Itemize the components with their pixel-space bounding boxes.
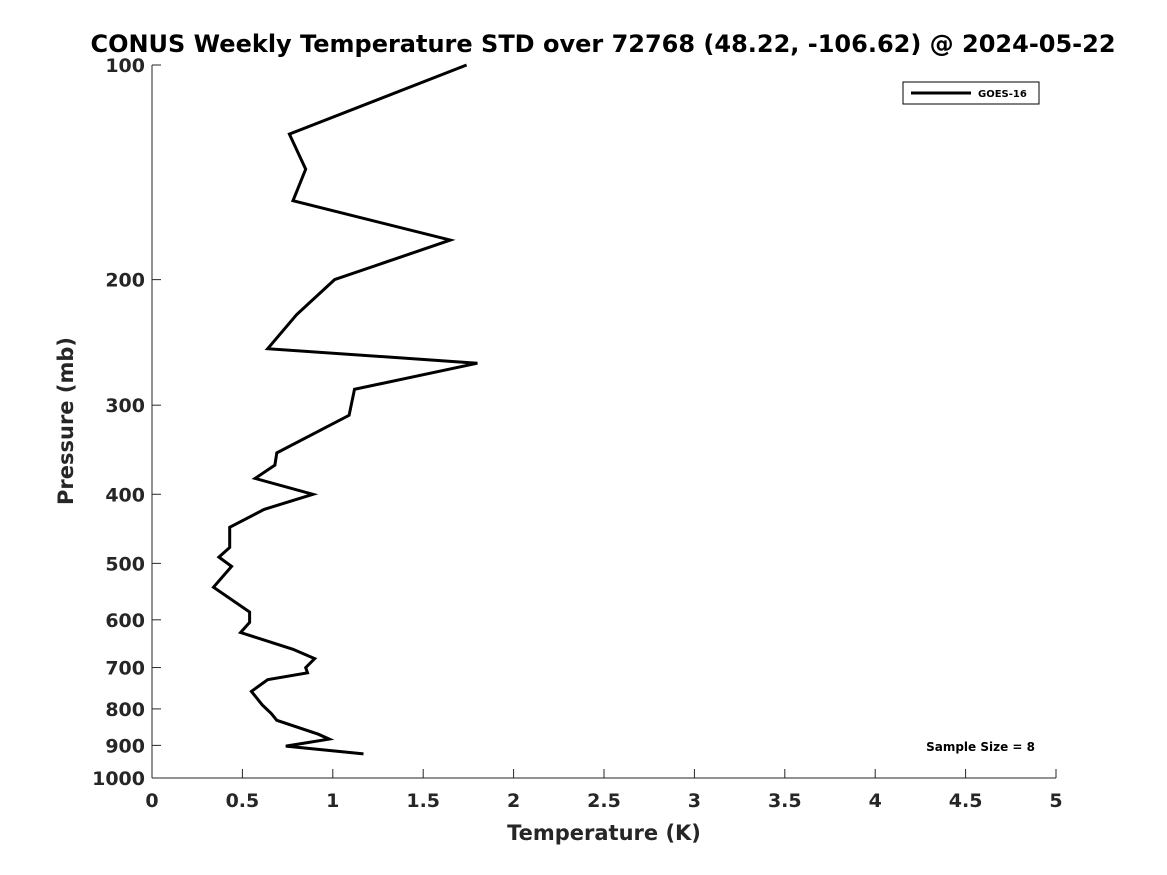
y-tick-label: 400 — [105, 484, 145, 506]
y-axis-ticks: 100 200 300 400 500 600 700 800 900 1000 — [92, 55, 161, 790]
x-tick-label: 0 — [145, 790, 158, 812]
series-layer — [211, 63, 478, 756]
x-tick-label: 4 — [869, 790, 882, 812]
y-axis-label: Pressure (mb) — [54, 337, 78, 505]
y-tick-label: 200 — [105, 270, 145, 292]
y-tick-label: 100 — [105, 55, 145, 77]
legend-label-goes-16: GOES-16 — [978, 89, 1027, 100]
y-tick-label: 500 — [105, 553, 145, 575]
x-tick-label: 5 — [1049, 790, 1062, 812]
plot-area — [152, 65, 1056, 778]
sample-size-annotation: Sample Size = 8 — [926, 740, 1035, 754]
y-tick-label: 800 — [105, 699, 145, 721]
x-tick-label: 4.5 — [949, 790, 983, 812]
y-tick-label: 600 — [105, 610, 145, 632]
x-tick-label: 2 — [507, 790, 520, 812]
x-tick-label: 2.5 — [587, 790, 621, 812]
y-tick-label: 300 — [105, 395, 145, 417]
y-tick-label: 1000 — [92, 768, 145, 790]
x-tick-label: 1.5 — [406, 790, 440, 812]
legend: GOES-16 — [902, 81, 1040, 105]
series-line-goes-16 — [211, 63, 478, 756]
x-tick-label: 1 — [326, 790, 339, 812]
x-axis-ticks: 0 0.5 1 1.5 2 2.5 3 3.5 4 4.5 5 — [145, 769, 1063, 812]
y-tick-label: 700 — [105, 658, 145, 680]
x-tick-label: 3 — [688, 790, 701, 812]
y-tick-label: 900 — [105, 735, 145, 757]
x-tick-label: 3.5 — [768, 790, 802, 812]
x-axis-label: Temperature (K) — [507, 821, 701, 845]
chart-title: CONUS Weekly Temperature STD over 72768 … — [90, 30, 1115, 58]
x-tick-label: 0.5 — [226, 790, 260, 812]
